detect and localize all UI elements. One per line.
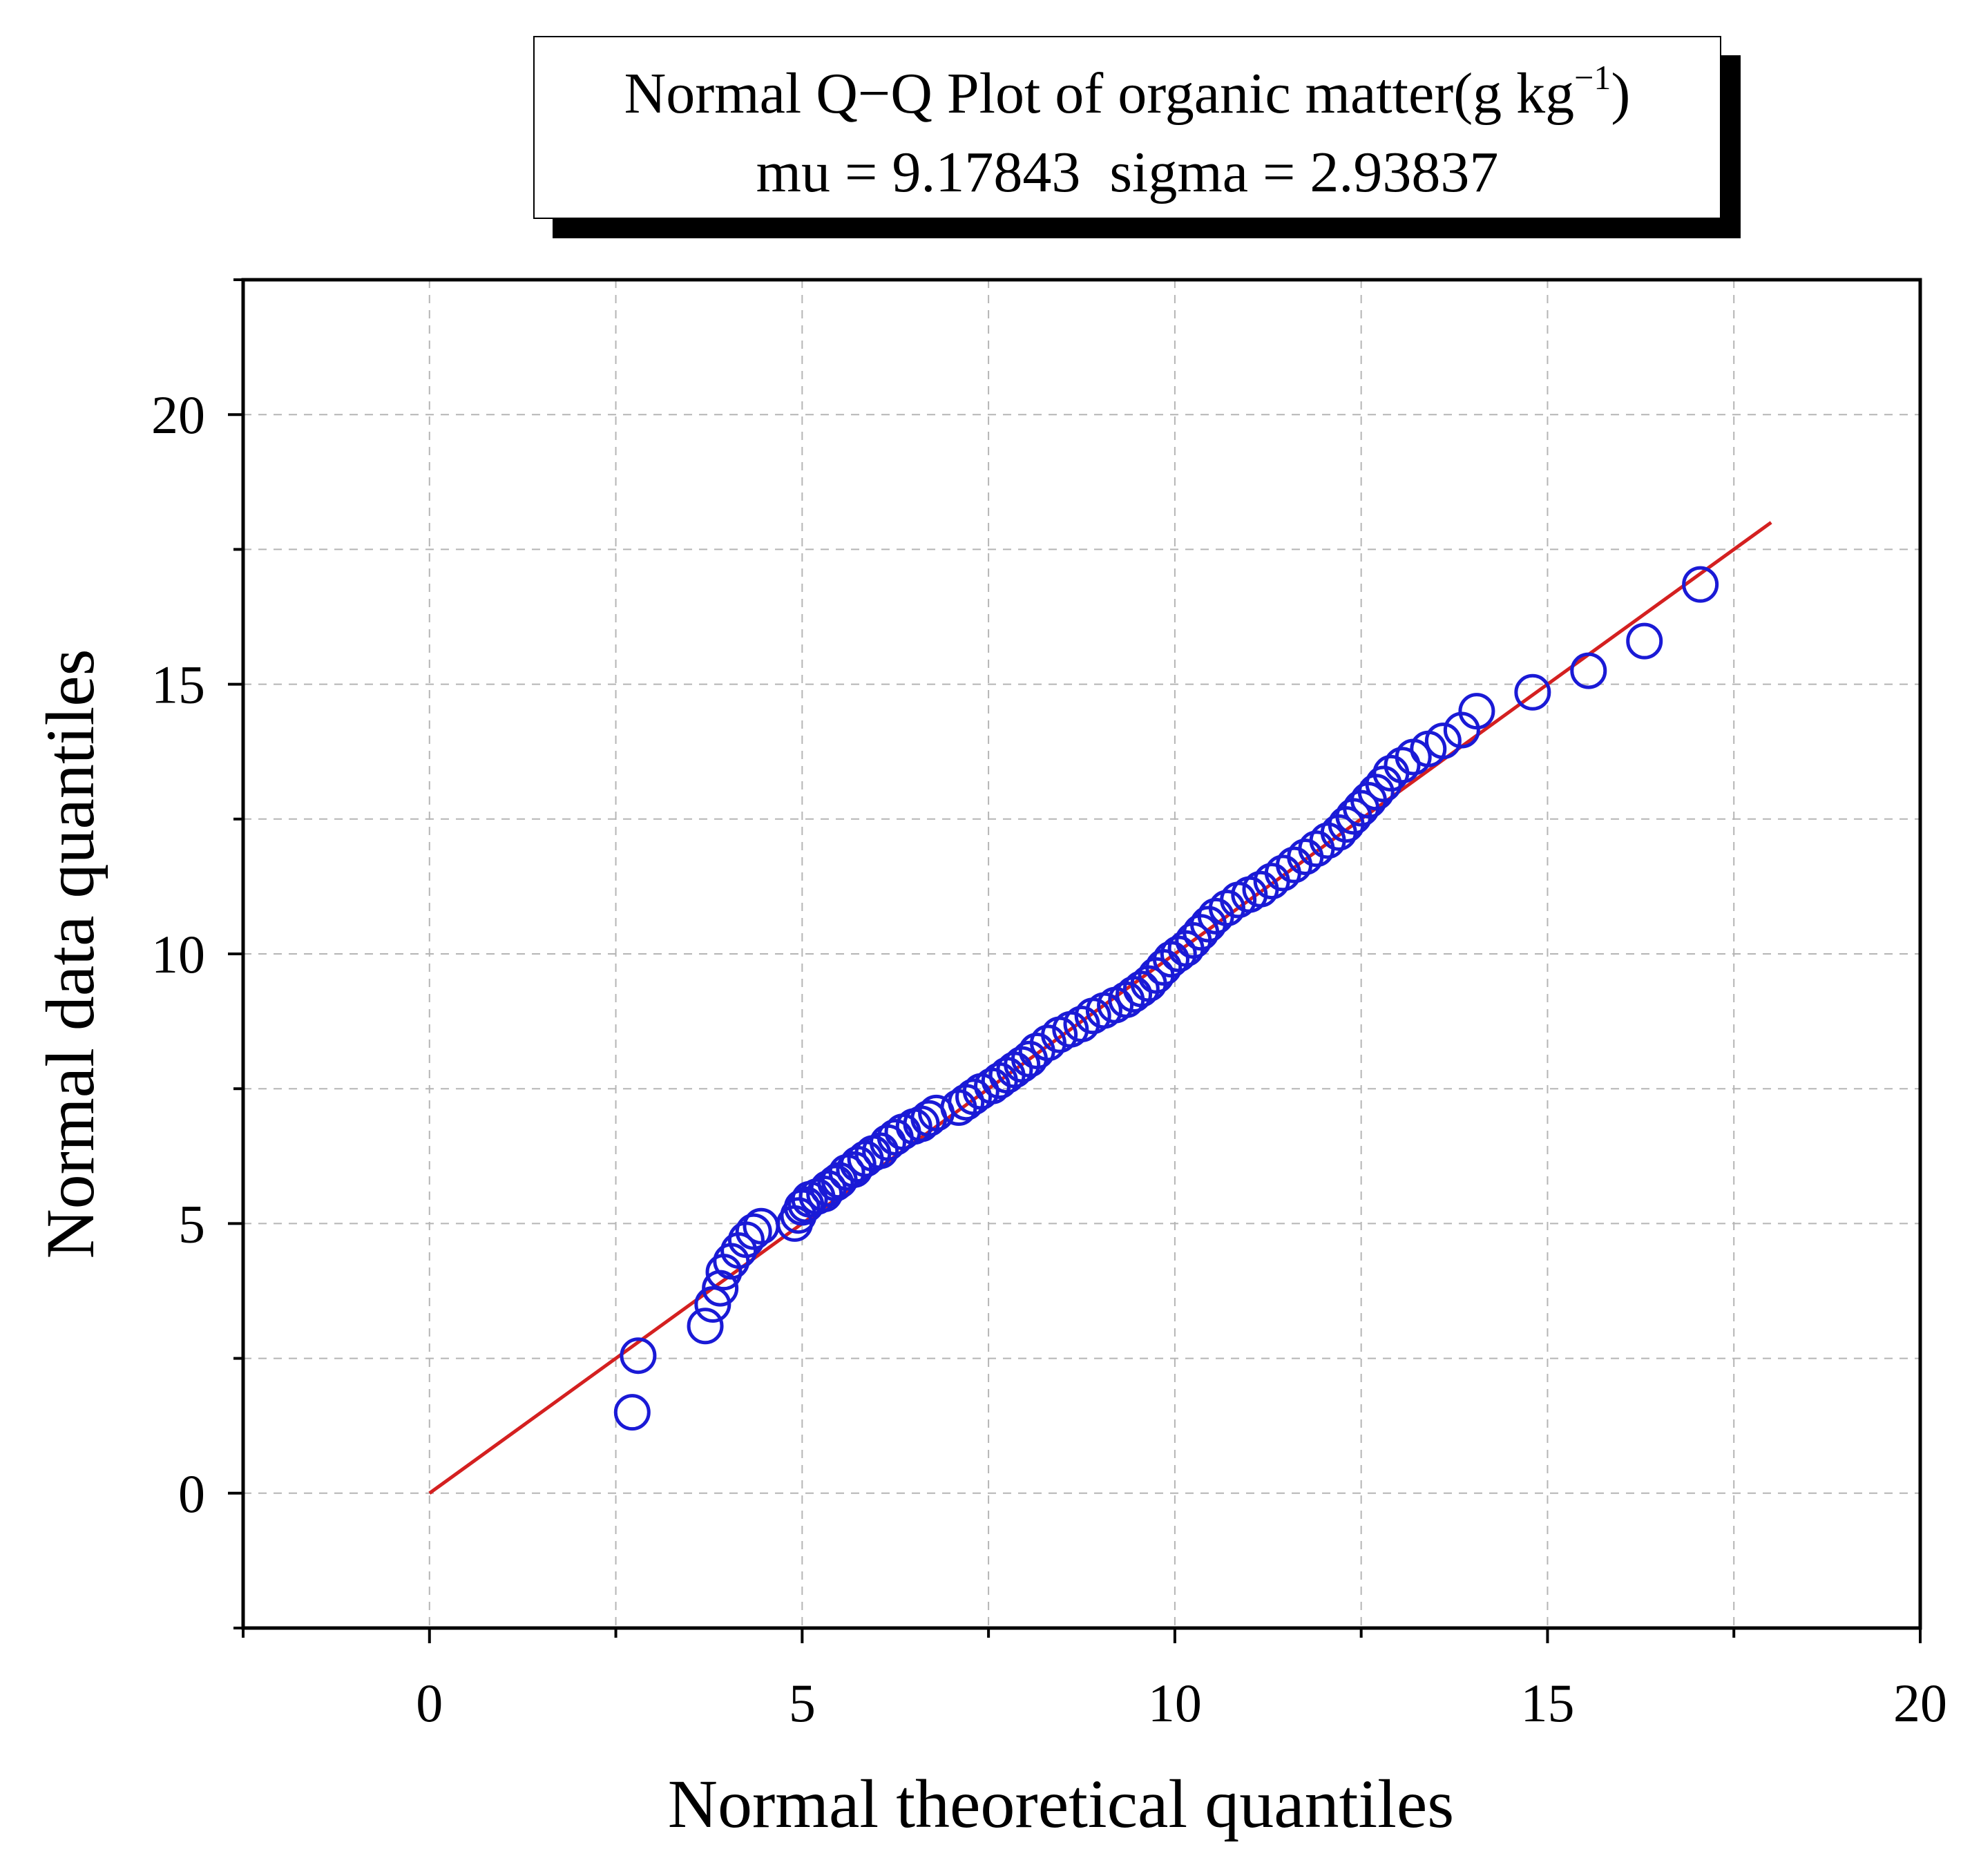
y-tick-label: 10 (151, 924, 205, 984)
chart-title-suffix: ) (1611, 61, 1631, 126)
chart-title: Normal Q−Q Plot of organic matter(g kg−1… (535, 60, 1720, 123)
data-point (1063, 1006, 1100, 1043)
data-point (1365, 765, 1402, 803)
x-tick-label: 20 (1893, 1673, 1947, 1733)
data-point (735, 1213, 772, 1250)
data-point (687, 1308, 724, 1345)
data-point (1208, 890, 1245, 927)
chart-title-prefix: Normal Q−Q Plot of organic matter(g kg (624, 61, 1575, 126)
data-point (694, 1286, 731, 1323)
y-axis-title: Normal data quantiles (32, 649, 108, 1258)
data-point (1276, 846, 1313, 883)
x-axis-title: Normal theoretical quantiles (668, 1765, 1454, 1842)
data-point (1384, 747, 1421, 784)
tick-labels: 0 5 10 15 20 0 5 10 15 20 (151, 385, 1947, 1733)
x-tick-label: 10 (1148, 1673, 1202, 1733)
data-point (1424, 722, 1462, 760)
data-point (817, 1165, 854, 1202)
data-point (1029, 1024, 1066, 1062)
chart-title-box: Normal Q−Q Plot of organic matter(g kg−1… (533, 36, 1721, 219)
data-point (955, 1078, 993, 1116)
data-point (620, 1337, 657, 1375)
data-point (1682, 566, 1719, 603)
data-point (1570, 652, 1607, 689)
grid-lines (243, 280, 1920, 1628)
y-tick-label: 15 (151, 655, 205, 715)
axis-ticks (228, 278, 1922, 1643)
x-tick-label: 0 (416, 1673, 443, 1733)
y-tick-label: 20 (151, 385, 205, 445)
y-tick-label: 0 (178, 1464, 205, 1524)
data-point (1514, 673, 1551, 711)
chart-subtitle: mu = 9.17843 sigma = 2.93837 (756, 140, 1499, 204)
data-points (613, 566, 1719, 1431)
chart-title-superscript: −1 (1574, 58, 1611, 97)
x-tick-label: 5 (789, 1673, 816, 1733)
data-point (1626, 622, 1663, 660)
data-point (1264, 854, 1301, 892)
data-point (613, 1394, 651, 1431)
data-point (1287, 838, 1324, 875)
data-point (1458, 693, 1495, 730)
y-tick-label: 5 (178, 1194, 205, 1254)
x-tick-label: 15 (1520, 1673, 1574, 1733)
data-point (1298, 830, 1335, 868)
